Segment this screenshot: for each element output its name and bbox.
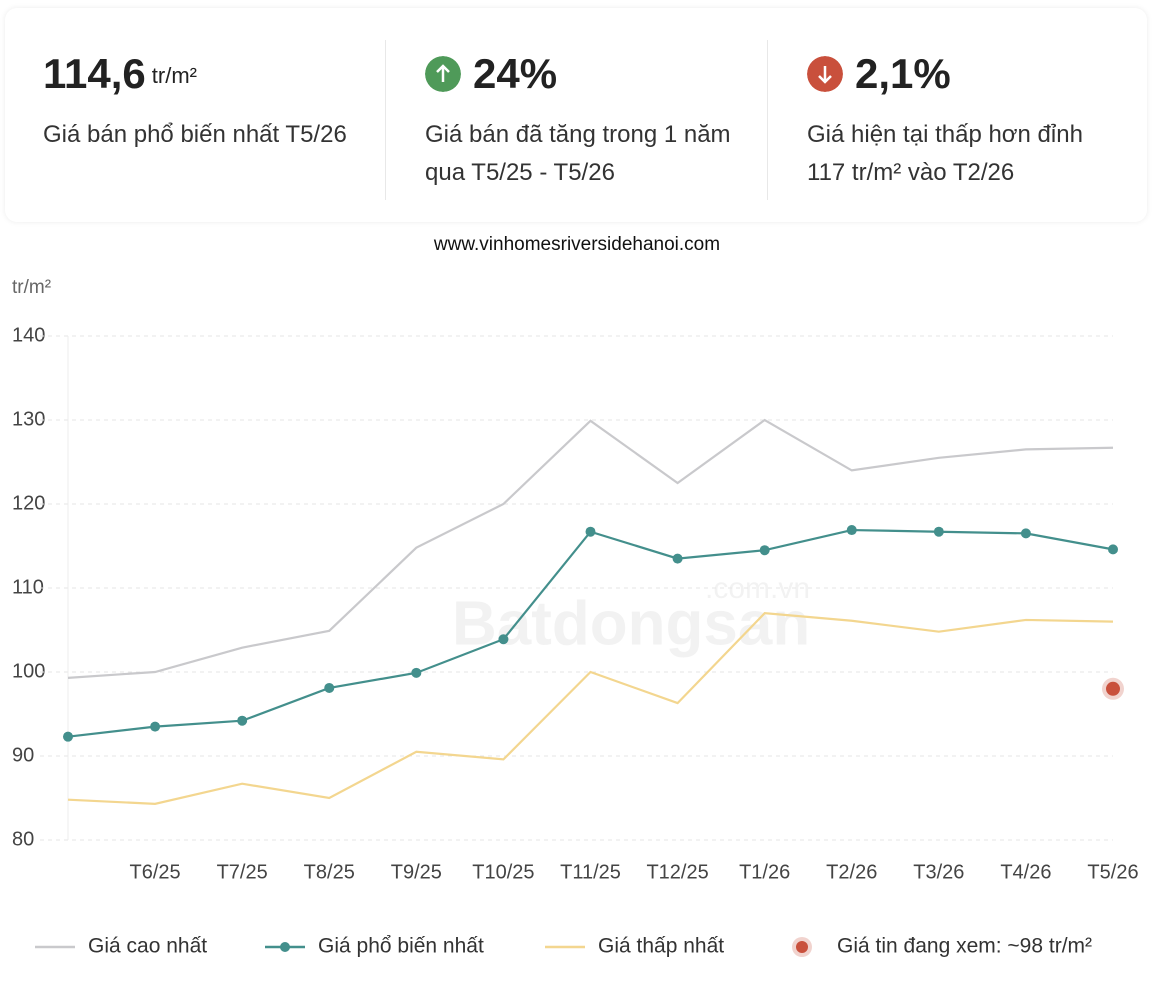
legend-marker xyxy=(280,942,290,952)
y-tick-label: 120 xyxy=(12,492,45,514)
stat-value: 2,1% xyxy=(855,50,951,97)
x-tick-label: T7/25 xyxy=(217,861,268,883)
data-point xyxy=(498,634,509,645)
y-tick-label: 90 xyxy=(12,744,34,766)
x-tick-label: T2/26 xyxy=(826,861,877,883)
legend-marker xyxy=(796,941,808,953)
up-icon xyxy=(425,56,461,92)
legend-label: Giá cao nhất xyxy=(88,935,207,958)
stat-description: Giá bán phổ biến nhất T5/26 xyxy=(43,121,347,148)
stat-card: 24% Giá bán đã tăng trong 1 năm qua T5/2… xyxy=(425,44,735,192)
data-point xyxy=(411,667,422,678)
data-point xyxy=(846,525,857,536)
legend-label: Giá phổ biến nhất xyxy=(318,935,484,958)
series-line xyxy=(67,612,1114,805)
stat-card: 114,6 tr/m² Giá bán phổ biến nhất T5/26 xyxy=(43,44,353,154)
data-point xyxy=(759,545,770,556)
x-tick-label: T11/25 xyxy=(560,861,621,883)
data-point xyxy=(1020,528,1031,539)
divider xyxy=(385,40,386,200)
y-tick-label: 110 xyxy=(12,576,44,598)
legend-label: Giá tin đang xem: ~98 tr/m² xyxy=(837,935,1092,958)
source-text: www.vinhomesriversidehanoi.com xyxy=(433,234,720,255)
down-icon xyxy=(807,56,843,92)
stats-panel: 114,6 tr/m² Giá bán phổ biến nhất T5/26 2… xyxy=(5,8,1147,222)
x-tick-label: T8/25 xyxy=(304,861,355,883)
y-tick-label: 130 xyxy=(12,408,45,430)
watermark: Batdongsan xyxy=(452,589,810,658)
x-tick-label: T10/25 xyxy=(472,861,534,883)
y-tick-label: 100 xyxy=(12,660,45,682)
data-point xyxy=(237,715,248,726)
data-point xyxy=(150,721,161,732)
stat-description: Giá hiện tại thấp hơn đỉnh 117 tr/m² vào… xyxy=(807,121,1083,186)
y-tick-label: 80 xyxy=(12,828,34,850)
stat-description: Giá bán đã tăng trong 1 năm qua T5/25 - … xyxy=(425,121,731,186)
data-point xyxy=(324,682,335,693)
stat-value: 24% xyxy=(473,50,558,97)
stat-value: 114,6 xyxy=(43,50,146,97)
x-tick-label: T4/26 xyxy=(1000,861,1051,883)
data-point xyxy=(672,553,683,564)
y-tick-label: 140 xyxy=(12,324,45,346)
data-point xyxy=(63,731,73,742)
stat-card: 2,1% Giá hiện tại thấp hơn đỉnh 117 tr/m… xyxy=(807,44,1117,192)
legend-label: Giá thấp nhất xyxy=(598,935,724,958)
highlight-point xyxy=(1106,681,1120,696)
y-axis-label: tr/m² xyxy=(12,277,51,298)
x-tick-label: T6/25 xyxy=(130,861,181,883)
divider xyxy=(767,40,768,200)
data-point xyxy=(933,526,944,537)
x-tick-label: T1/26 xyxy=(739,861,790,883)
x-tick-label: T3/26 xyxy=(913,861,964,883)
x-tick-label: T5/26 xyxy=(1087,861,1138,883)
series-line xyxy=(67,418,1114,679)
x-tick-label: T9/25 xyxy=(391,861,442,883)
stat-unit: tr/m² xyxy=(151,63,197,88)
data-point xyxy=(585,526,596,537)
data-point xyxy=(1108,544,1118,555)
x-tick-label: T12/25 xyxy=(646,861,708,883)
